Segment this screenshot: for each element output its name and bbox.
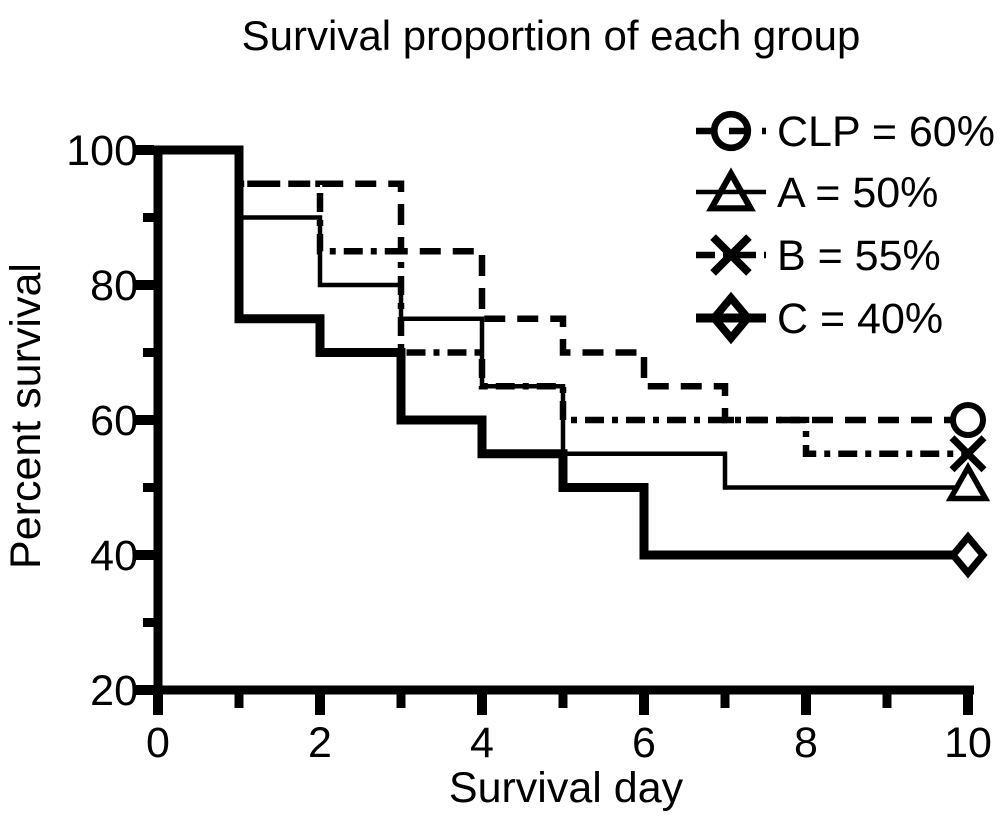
y-tick-label: 80 xyxy=(90,262,138,310)
x-tick-label: 0 xyxy=(146,719,170,767)
legend-label: A = 50% xyxy=(777,169,938,217)
legend-marker-circle-icon xyxy=(710,110,752,152)
legend-item-a: A = 50% xyxy=(696,167,938,217)
series-lines xyxy=(158,145,991,579)
series-c-end-marker-diamond-icon xyxy=(948,531,988,579)
y-axis-label: Percent survival xyxy=(2,263,50,569)
y-tick-label: 60 xyxy=(90,397,138,445)
legend-label: CLP = 60% xyxy=(777,108,995,156)
x-tick-label: 2 xyxy=(308,719,332,767)
legend-marker-x-icon xyxy=(710,234,752,276)
x-tick-label: 8 xyxy=(794,719,818,767)
y-tick-label: 40 xyxy=(90,532,138,580)
series-c-line xyxy=(158,145,968,560)
series-b-end-marker-x-icon xyxy=(949,435,987,473)
x-tick-label: 4 xyxy=(470,719,494,767)
series-clp-end-marker-circle-icon xyxy=(950,402,986,438)
legend-label: C = 40% xyxy=(777,295,943,343)
legend-item-b: B = 55% xyxy=(696,232,941,280)
legend-item-clp: CLP = 60% xyxy=(696,108,995,156)
series-b-line xyxy=(158,146,968,457)
chart-title: Survival proportion of each group xyxy=(242,12,861,59)
y-tick-label: 100 xyxy=(66,127,138,175)
series-a-line xyxy=(158,147,968,490)
axes: 100 80 60 40 200 2 4 6 8 10 xyxy=(66,127,992,767)
y-tick-label: 20 xyxy=(90,667,138,715)
legend-item-c: C = 40% xyxy=(696,291,943,345)
legend-marker-diamond-icon xyxy=(709,291,753,345)
x-axis-label: Survival day xyxy=(449,764,684,812)
series-a-end-marker-triangle-icon xyxy=(945,461,991,502)
x-tick-label: 6 xyxy=(632,719,656,767)
legend: CLP = 60% A = 50% B = 55% C = 40% xyxy=(696,108,995,345)
legend-marker-triangle-icon xyxy=(706,167,756,212)
legend-label: B = 55% xyxy=(777,232,941,280)
x-tick-label: 10 xyxy=(944,719,992,767)
